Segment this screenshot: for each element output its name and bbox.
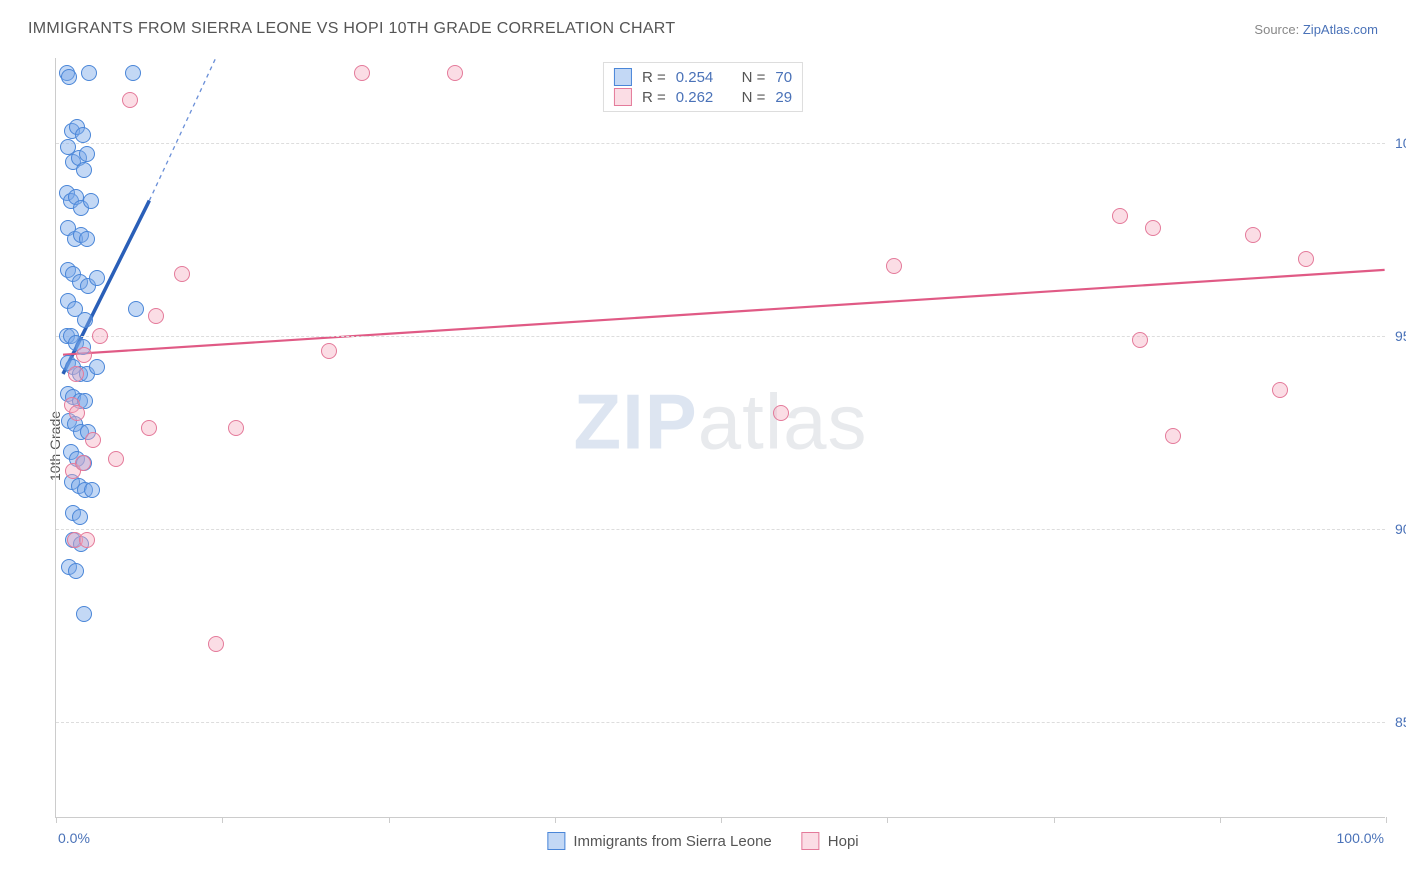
watermark-atlas: atlas <box>698 378 868 466</box>
gridline-h <box>56 529 1385 530</box>
stat-value-n-b: 29 <box>775 89 792 106</box>
legend-item-a: Immigrants from Sierra Leone <box>547 832 771 850</box>
data-point <box>75 127 91 143</box>
data-point <box>92 328 108 344</box>
data-point <box>447 65 463 81</box>
x-tick <box>721 817 722 823</box>
gridline-h <box>56 336 1385 337</box>
y-tick-label: 100.0% <box>1395 135 1406 151</box>
gridline-h <box>56 143 1385 144</box>
data-point <box>1165 428 1181 444</box>
watermark: ZIPatlas <box>573 377 867 468</box>
data-point <box>108 451 124 467</box>
stat-value-r-b: 0.262 <box>676 89 714 106</box>
data-point <box>148 308 164 324</box>
legend-item-b: Hopi <box>802 832 859 850</box>
swatch-series-a <box>547 832 565 850</box>
swatch-series-a <box>614 68 632 86</box>
trend-lines-svg <box>56 58 1385 817</box>
data-point <box>174 266 190 282</box>
gridline-h <box>56 722 1385 723</box>
data-point <box>77 312 93 328</box>
stats-row-series-a: R = 0.254 N = 70 <box>614 67 792 87</box>
data-point <box>1132 332 1148 348</box>
data-point <box>79 231 95 247</box>
stat-label-n: N = <box>742 89 766 106</box>
data-point <box>1112 208 1128 224</box>
data-point <box>75 455 91 471</box>
stat-value-r-a: 0.254 <box>676 69 714 86</box>
swatch-series-b <box>614 88 632 106</box>
data-point <box>1298 251 1314 267</box>
stats-legend: R = 0.254 N = 70 R = 0.262 N = 29 <box>603 62 803 112</box>
data-point <box>122 92 138 108</box>
stat-label-r: R = <box>642 69 666 86</box>
data-point <box>228 420 244 436</box>
data-point <box>69 405 85 421</box>
data-point <box>321 343 337 359</box>
data-point <box>886 258 902 274</box>
data-point <box>125 65 141 81</box>
x-axis-min-label: 0.0% <box>58 830 90 846</box>
y-tick-label: 95.0% <box>1395 328 1406 344</box>
data-point <box>1145 220 1161 236</box>
data-point <box>76 606 92 622</box>
source-value: ZipAtlas.com <box>1303 22 1378 37</box>
x-tick <box>1386 817 1387 823</box>
data-point <box>72 509 88 525</box>
data-point <box>208 636 224 652</box>
x-tick <box>389 817 390 823</box>
data-point <box>128 301 144 317</box>
data-point <box>79 146 95 162</box>
data-point <box>79 532 95 548</box>
data-point <box>76 162 92 178</box>
data-point <box>89 270 105 286</box>
source-credit: Source: ZipAtlas.com <box>1254 22 1378 37</box>
x-tick <box>555 817 556 823</box>
data-point <box>81 65 97 81</box>
data-point <box>84 482 100 498</box>
data-point <box>83 193 99 209</box>
data-point <box>68 563 84 579</box>
data-point <box>141 420 157 436</box>
stat-label-n: N = <box>742 69 766 86</box>
x-tick <box>1054 817 1055 823</box>
watermark-zip: ZIP <box>573 378 697 466</box>
data-point <box>76 347 92 363</box>
stat-label-r: R = <box>642 89 666 106</box>
x-axis-max-label: 100.0% <box>1337 830 1384 846</box>
swatch-series-b <box>802 832 820 850</box>
x-tick <box>1220 817 1221 823</box>
data-point <box>1272 382 1288 398</box>
x-tick <box>222 817 223 823</box>
y-tick-label: 90.0% <box>1395 521 1406 537</box>
data-point <box>773 405 789 421</box>
data-point <box>68 366 84 382</box>
x-tick <box>56 817 57 823</box>
data-point <box>85 432 101 448</box>
data-point <box>61 69 77 85</box>
source-label: Source: <box>1254 22 1299 37</box>
legend-label-b: Hopi <box>828 833 859 850</box>
legend-label-a: Immigrants from Sierra Leone <box>573 833 771 850</box>
data-point <box>1245 227 1261 243</box>
stats-row-series-b: R = 0.262 N = 29 <box>614 87 792 107</box>
chart-title: IMMIGRANTS FROM SIERRA LEONE VS HOPI 10T… <box>28 20 675 38</box>
x-tick <box>887 817 888 823</box>
data-point <box>354 65 370 81</box>
plot-area: ZIPatlas 85.0%90.0%95.0%100.0% <box>55 58 1385 818</box>
y-tick-label: 85.0% <box>1395 714 1406 730</box>
stat-value-n-a: 70 <box>775 69 792 86</box>
series-legend: Immigrants from Sierra Leone Hopi <box>547 832 858 850</box>
data-point <box>89 359 105 375</box>
